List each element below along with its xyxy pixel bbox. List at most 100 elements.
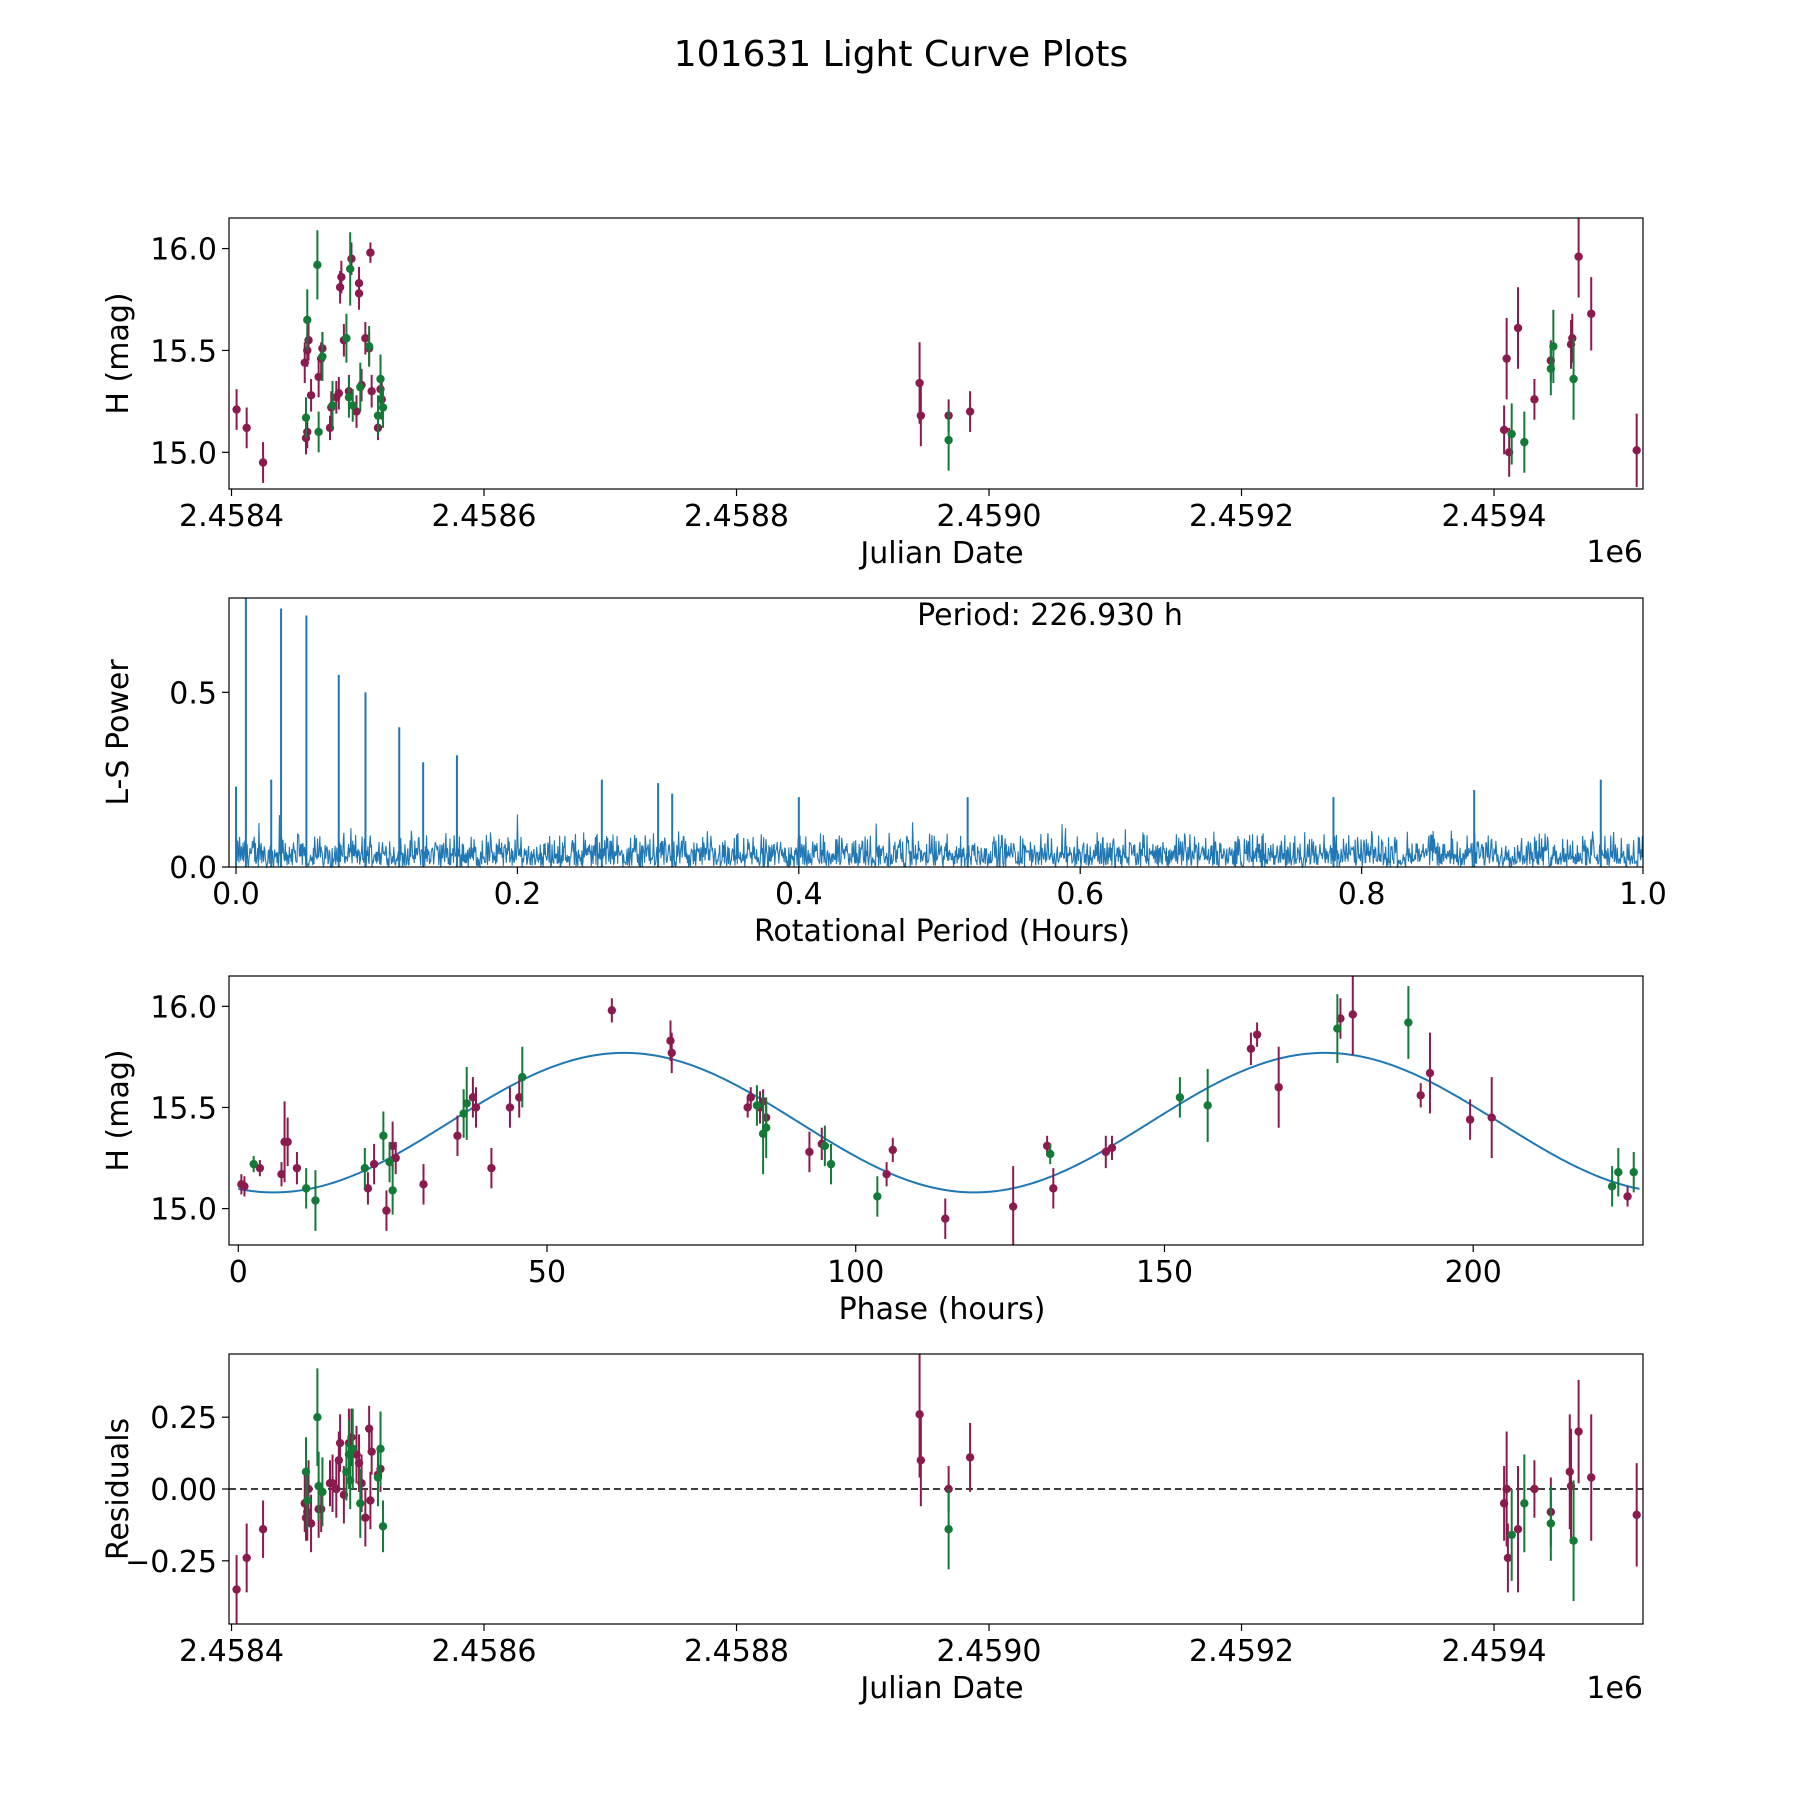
phased-point (873, 1192, 882, 1201)
phased-ytick-label: 15.5 (150, 1091, 217, 1126)
periodogram-frame (228, 597, 1644, 868)
lightcurve-offset-label: 1e6 (1586, 535, 1643, 570)
residuals-point (348, 1444, 357, 1453)
phased-point (1404, 1018, 1413, 1027)
lightcurve-xtick-label: 2.4590 (937, 499, 1042, 534)
residuals-point (303, 1496, 312, 1505)
phased-point (1425, 1068, 1435, 1078)
phased-point (666, 1036, 675, 1045)
lightcurve-point (1499, 425, 1509, 435)
phased-xtick-label: 100 (827, 1255, 884, 1290)
lightcurve-point (242, 423, 251, 433)
residuals-point (1502, 1484, 1511, 1494)
periodogram-xtick-label: 0.8 (1338, 877, 1386, 912)
phased-point (419, 1180, 428, 1189)
lightcurve-point (328, 401, 337, 410)
phased-point (249, 1159, 258, 1169)
lightcurve-point (364, 342, 374, 351)
periodogram-xtick-label: 0.4 (775, 877, 823, 912)
lightcurve-point (1502, 354, 1511, 363)
lightcurve-ytick-label: 15.5 (150, 334, 217, 369)
lightcurve-point (303, 315, 312, 325)
residuals-xtick-label: 2.4592 (1189, 1634, 1294, 1669)
residuals-point (1569, 1536, 1578, 1545)
figure-title: 101631 Light Curve Plots (674, 34, 1128, 75)
phased-point (311, 1196, 320, 1205)
phased-xtick-label: 150 (1136, 1255, 1193, 1290)
phased-point (882, 1170, 891, 1179)
residuals-point (944, 1525, 953, 1534)
lightcurve-point (367, 386, 376, 396)
periodogram-xtick-label: 0.6 (1056, 877, 1104, 912)
residuals-point (915, 1410, 924, 1419)
lightcurve-frame (228, 217, 1644, 490)
residuals-panel: 1e6 2.4584 2.4586 2.4588 2.4590 2.4592 2.4594… (101, 1353, 1644, 1706)
lightcurve-point (258, 458, 268, 467)
phased-point (369, 1159, 379, 1169)
lightcurve-point (301, 413, 311, 422)
residuals-point (357, 1479, 366, 1488)
phased-panel: 0 50 100 150 200 15.0 15.5 16.0 Phase (hours) H (… (101, 975, 1644, 1327)
residuals-marks (232, 1354, 1641, 1624)
phased-point (283, 1137, 292, 1147)
phased-point (388, 1186, 397, 1195)
phased-point (240, 1182, 249, 1191)
lightcurve-point (915, 378, 924, 388)
phased-point (292, 1163, 302, 1173)
periodogram-ylabel: L-S Power (101, 659, 136, 806)
phased-ylabel: H (mag) (101, 1049, 136, 1171)
periodogram-xtick-label: 0.2 (494, 877, 542, 912)
residuals-point (1574, 1427, 1583, 1436)
phased-point (1487, 1113, 1496, 1122)
lightcurve-point (1530, 395, 1539, 404)
phased-frame (228, 975, 1644, 1246)
phased-point (1203, 1101, 1212, 1110)
lightcurve-point (313, 260, 322, 270)
lightcurve-point (1568, 334, 1577, 343)
lightcurve-point (342, 334, 351, 343)
phased-point (761, 1123, 771, 1132)
residuals-point (301, 1467, 311, 1476)
phased-point (453, 1131, 462, 1140)
phased-point (1607, 1182, 1617, 1191)
phased-point (1465, 1115, 1475, 1124)
lightcurve-point (314, 427, 323, 437)
lightcurve-point (354, 289, 364, 298)
lightcurve-xtick-label: 2.4592 (1189, 499, 1294, 534)
lightcurve-point (1520, 437, 1529, 447)
lightcurve-point (1507, 429, 1516, 439)
lightcurve-point (303, 427, 312, 437)
lightcurve-point (1632, 446, 1641, 455)
residuals-offset-label: 1e6 (1586, 1671, 1643, 1706)
lightcurve-xlabel: Julian Date (858, 536, 1023, 571)
phased-xtick-label: 0 (229, 1255, 248, 1290)
residuals-point (1565, 1467, 1574, 1476)
residuals-point (361, 1513, 370, 1522)
lightcurve-ytick-label: 16.0 (150, 233, 217, 268)
lightcurve-point (366, 248, 375, 257)
phased-ytick-label: 16.0 (150, 990, 217, 1025)
phased-point (667, 1048, 676, 1058)
phased-point (1333, 1024, 1342, 1033)
lightcurve-point (1574, 252, 1583, 261)
residuals-point (366, 1496, 375, 1505)
phased-point (1614, 1167, 1623, 1177)
lightcurve-point (1549, 342, 1558, 351)
residuals-point (378, 1522, 388, 1531)
phased-point (1049, 1184, 1058, 1193)
residuals-point (376, 1444, 385, 1453)
phased-point (1246, 1044, 1256, 1054)
lightcurve-panel: 1e6 2.4584 2.4586 2.4588 2.4590 2.4592 2.4594… (101, 217, 1644, 571)
phased-point (805, 1147, 814, 1157)
phased-point (1107, 1143, 1117, 1153)
residuals-xtick-label: 2.4584 (179, 1634, 284, 1669)
phased-xlabel: Phase (hours) (839, 1292, 1046, 1327)
residuals-point (1530, 1484, 1539, 1494)
residuals-point (334, 1456, 344, 1465)
residuals-point (1507, 1530, 1516, 1540)
residuals-ylabel: Residuals (101, 1418, 136, 1560)
lightcurve-point (378, 403, 388, 412)
lightcurve-point (348, 401, 357, 410)
residuals-point (313, 1412, 322, 1422)
